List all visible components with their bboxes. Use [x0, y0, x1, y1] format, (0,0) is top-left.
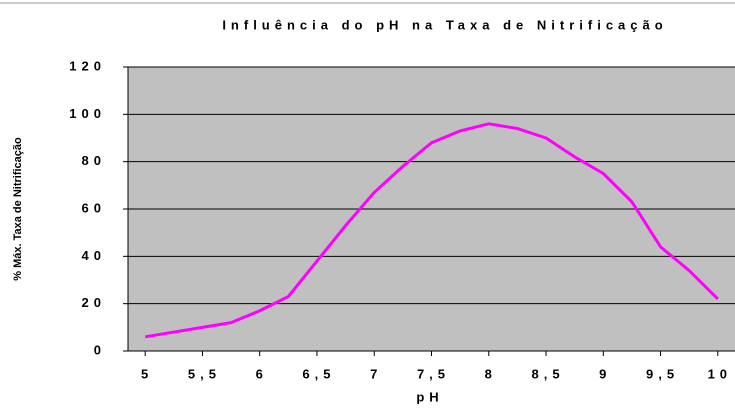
y-tick-label: 0: [94, 342, 106, 357]
x-tick-label: 8,5: [531, 366, 564, 381]
x-tick-label: 8: [485, 366, 497, 381]
x-axis-label: pH: [416, 389, 443, 404]
y-tick-label: 80: [82, 153, 106, 168]
y-axis-label: % Máx. Taxa de Nitrificação: [12, 137, 24, 281]
y-tick-label: 40: [82, 248, 106, 263]
x-tick-label: 10: [708, 366, 732, 381]
x-tick-label: 6,5: [302, 366, 335, 381]
x-tick-label: 5,5: [188, 366, 221, 381]
x-tick-label: 7,5: [417, 366, 450, 381]
y-tick-label: 20: [82, 295, 106, 310]
y-tick-label: 60: [82, 200, 106, 215]
y-tick-label: 100: [69, 106, 106, 121]
x-tick-label: 9: [599, 366, 611, 381]
x-tick-label: 5: [141, 366, 153, 381]
chart-title: Influência do pH na Taxa de Nitrificação: [222, 17, 667, 32]
data-line: [144, 122, 719, 339]
x-tick-label: 7: [370, 366, 382, 381]
x-tick-label: 9,5: [646, 366, 679, 381]
y-tick-label: 120: [69, 58, 106, 73]
x-tick-label: 6: [256, 366, 268, 381]
